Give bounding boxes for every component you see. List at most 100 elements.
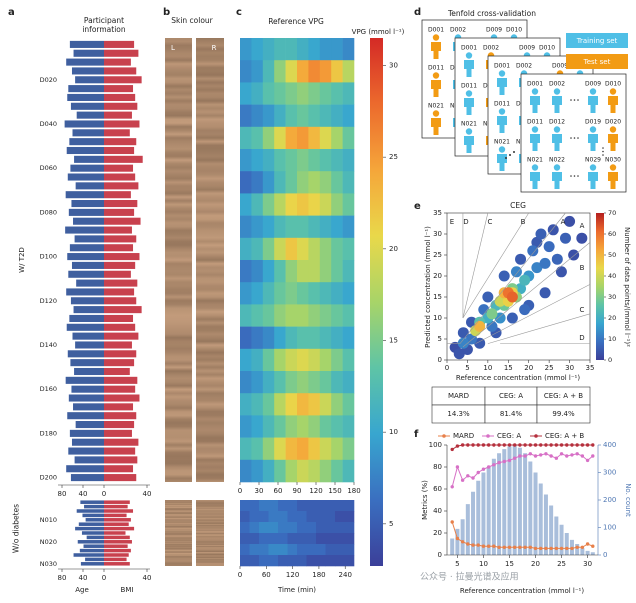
heatmap-cell [274,82,286,105]
metric-point [523,454,527,458]
heatmap-cell [325,544,336,556]
y-axis-label: W/ T2D [18,247,26,273]
heatmap-cell [342,371,355,394]
bar [74,367,104,376]
zone-label: E [450,218,454,226]
density-point [510,266,522,278]
heatmap-cell [262,82,275,105]
heatmap-cell [240,533,250,545]
column-label: L [171,44,175,52]
heatmap-cell [342,459,355,483]
bar [104,235,137,243]
heatmap-cell [251,171,264,194]
heatmap-cell [262,371,275,394]
y-tick-label: D200 [40,474,57,482]
bar [71,438,104,446]
participant-id: D002 [483,45,499,52]
heatmap-cell [285,282,298,305]
density-point [576,232,588,244]
bar [74,235,104,243]
heatmap-cell [251,237,264,261]
heatmap-cell [268,544,279,556]
y-tick-label: D100 [40,253,57,261]
heatmap-cell [240,304,252,327]
bar [70,474,104,482]
table-cell [536,404,591,424]
y-tick-label: D080 [40,208,57,216]
heatmap-cell [251,459,264,483]
histogram-bar [580,548,585,555]
participant-id: N022 [549,157,565,164]
heatmap-cell [319,393,332,416]
heatmap-cell [331,282,343,305]
bar [65,226,104,234]
ellipsis-dot [513,151,515,153]
heatmap-cell [325,522,336,534]
colorbar-label: VPG (mmol l⁻¹) [352,28,405,36]
x-tick-label: 25 [557,560,566,568]
bar [104,438,139,446]
histogram-bar [465,504,470,555]
metric-point [502,459,506,464]
heatmap-cell [344,522,355,534]
person-head [609,88,617,95]
heatmap-cell [297,82,309,105]
x-tick-label: 40 [143,490,152,498]
person-head [465,128,473,135]
density-point [453,348,465,360]
bar [66,465,104,473]
bar [69,429,104,437]
heatmap-cell [331,149,343,172]
heatmap-cell [316,522,326,534]
person-head [553,126,561,133]
bar [104,76,142,84]
heatmap-cell [262,171,275,194]
metric-point [575,545,579,549]
heatmap-cell [344,511,355,523]
metric-point [481,443,486,447]
person-head [465,90,473,97]
y2-axis-label: No. count [624,483,632,517]
bar [104,403,134,411]
heatmap-cell [285,104,298,128]
bar [66,288,104,296]
bar [104,226,132,234]
metric-line [451,521,593,549]
heatmap-cell [308,38,321,61]
density-point [531,262,543,274]
heatmap-cell [325,511,336,523]
heatmap-cell [335,500,345,512]
bar [104,429,132,437]
y2-tick-label: 200 [603,496,616,504]
panel-label: d [414,7,421,18]
histogram-bar [502,449,507,555]
zone-label: B [521,218,526,226]
x-tick-label: 15 [505,560,514,568]
heatmap-cell [297,260,309,283]
density-point [559,232,571,244]
heatmap-cell [297,371,309,394]
x-tick-label: 30 [565,364,574,372]
metric-line [451,453,594,487]
bar [104,270,131,278]
metric-point [565,454,569,458]
heatmap-cell [285,459,298,483]
person-head [465,52,473,59]
heatmap-cell [297,511,307,523]
metric-point [544,443,548,447]
metric-point [570,443,574,447]
ellipsis-dot [573,175,576,177]
heatmap-cell [278,511,288,523]
bar [104,526,135,531]
bar [104,314,134,322]
heatmap-cell [297,171,309,194]
bar [104,261,136,269]
density-point [466,333,478,345]
legend-label: BMI [121,586,134,594]
x-tick-label: 90 [293,487,302,495]
y-tick-label: N020 [40,538,57,546]
heatmap-cell [285,237,298,261]
metric-point [539,443,543,447]
bar [67,93,104,101]
zone-label: D [579,334,584,342]
